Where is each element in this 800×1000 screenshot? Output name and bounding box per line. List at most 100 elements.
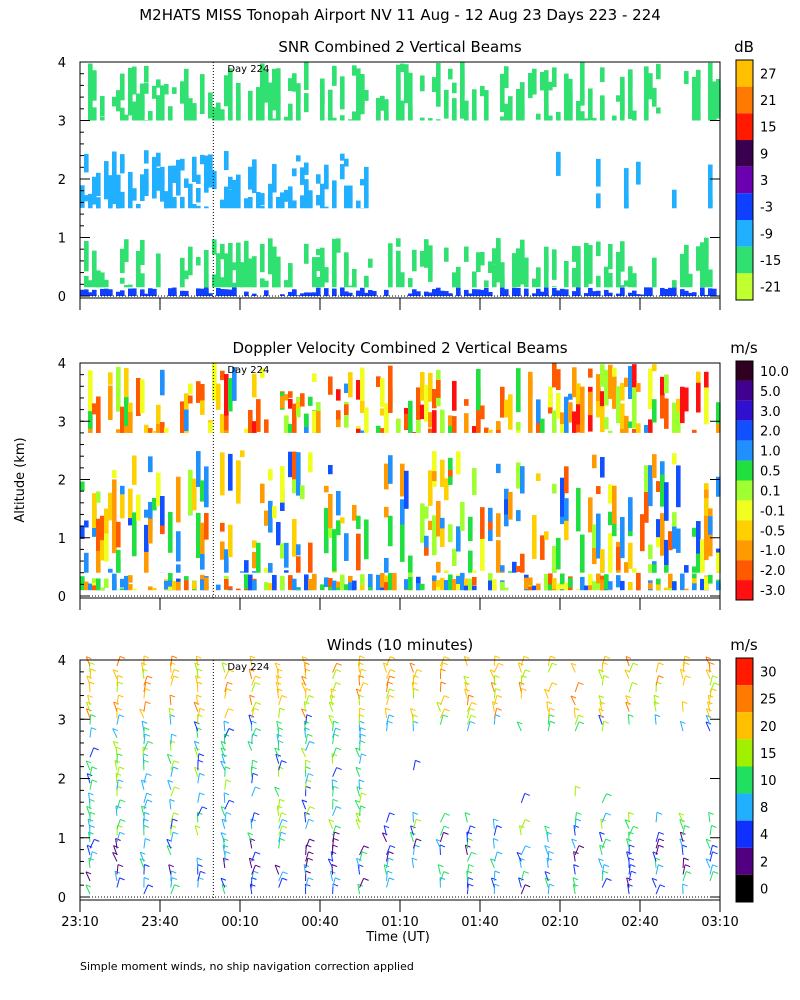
wind-barb — [196, 857, 199, 869]
heatmap-cell — [480, 85, 485, 97]
wind-barb — [329, 695, 334, 706]
wind-barb — [248, 858, 253, 869]
heatmap-cell — [472, 89, 477, 121]
wind-barb — [194, 825, 199, 836]
heatmap-cell — [252, 256, 257, 288]
wind-barb-flag — [141, 720, 148, 724]
wind-barb — [491, 701, 495, 712]
heatmap-cell — [300, 393, 305, 407]
heatmap-cell — [296, 295, 301, 296]
heatmap-cell — [248, 90, 253, 121]
heatmap-cell — [692, 566, 697, 573]
heatmap-cell — [84, 195, 89, 202]
heatmap-cell — [516, 565, 521, 573]
wind-barb-flag — [304, 720, 310, 724]
wind-barb — [328, 819, 334, 830]
heatmap-cell — [220, 370, 225, 381]
heatmap-cell — [628, 69, 633, 88]
wind-barb-flag — [223, 792, 230, 796]
heatmap-cell — [284, 189, 289, 202]
wind-barb — [547, 714, 550, 725]
heatmap-cell — [572, 267, 577, 288]
heatmap-cell — [408, 576, 413, 591]
heatmap-cell — [360, 430, 365, 433]
heatmap-cell — [588, 289, 593, 296]
wind-barb — [412, 812, 414, 823]
wind-barb — [493, 663, 499, 673]
heatmap-cell — [328, 577, 333, 591]
heatmap-cell — [328, 524, 333, 538]
wind-barb — [437, 864, 441, 875]
heatmap-cell — [644, 66, 649, 110]
heatmap-cell — [80, 481, 85, 491]
heatmap-cell — [216, 584, 221, 591]
heatmap-cell — [456, 292, 461, 296]
heatmap-cell — [452, 380, 457, 411]
heatmap-cell — [596, 374, 601, 402]
heatmap-cell — [440, 290, 445, 296]
wind-barb — [386, 877, 390, 888]
heatmap-cell — [228, 289, 233, 296]
heatmap-cell — [608, 533, 613, 573]
heatmap-cell — [504, 103, 509, 121]
heatmap-cell — [332, 580, 337, 591]
heatmap-cell — [268, 183, 273, 200]
wind-barb — [274, 864, 280, 875]
heatmap-cell — [716, 424, 721, 433]
wind-barb — [386, 714, 390, 725]
wind-barb — [332, 831, 335, 842]
wind-barb-flag — [544, 845, 550, 849]
heatmap-cell — [692, 583, 697, 591]
heatmap-cell — [428, 245, 433, 282]
heatmap-cell — [384, 99, 389, 121]
heatmap-cell — [312, 410, 317, 433]
heatmap-cell — [368, 294, 373, 296]
heatmap-cell — [224, 405, 229, 433]
heatmap-cell — [580, 62, 585, 106]
heatmap-cell — [704, 371, 709, 391]
wind-barb — [251, 812, 255, 823]
heatmap-cell — [92, 289, 97, 296]
wind-barb-flag — [606, 878, 612, 881]
heatmap-cell — [588, 391, 593, 416]
wind-barb — [518, 858, 522, 869]
wind-barb-flag — [197, 811, 203, 815]
heatmap-cell — [168, 580, 173, 591]
heatmap-cell — [572, 245, 577, 262]
wind-barb — [116, 695, 119, 706]
wind-barb — [655, 675, 659, 686]
wind-barb-flag — [653, 701, 660, 705]
wind-barb-flag — [227, 681, 233, 685]
wind-barb — [332, 721, 334, 732]
heatmap-cell — [232, 282, 237, 288]
heatmap-cell — [512, 269, 517, 288]
wind-barb-flag — [363, 845, 369, 849]
wind-barb-flag — [385, 707, 391, 711]
heatmap-cell — [196, 451, 201, 487]
heatmap-cell — [176, 476, 181, 523]
heatmap-cell — [132, 66, 137, 95]
wind-barb-flag — [495, 688, 501, 692]
heatmap-cell — [124, 575, 129, 591]
heatmap-cell — [284, 116, 289, 121]
heatmap-cell — [576, 292, 581, 296]
heatmap-cell — [352, 111, 357, 121]
wind-barb-flag — [468, 694, 474, 698]
wind-barb-flag — [169, 798, 175, 802]
day-marker-label: Day 224 — [227, 64, 269, 75]
heatmap-cell — [348, 582, 353, 591]
wind-barb-flag — [658, 864, 664, 868]
wind-barb-flag — [247, 832, 253, 836]
heatmap-cell — [260, 206, 265, 209]
wind-barb — [250, 818, 253, 829]
wind-barb-flag — [112, 728, 118, 732]
wind-barb-flag — [599, 844, 605, 848]
heatmap-cell — [248, 166, 253, 190]
heatmap-cell — [360, 179, 365, 186]
heatmap-cell — [476, 289, 481, 296]
wind-barb-flag — [305, 688, 312, 691]
heatmap-cell — [564, 583, 569, 591]
wind-barb-flag — [574, 707, 580, 711]
colorbar-label: 0 — [760, 882, 768, 897]
wind-barb-flag — [306, 714, 313, 718]
